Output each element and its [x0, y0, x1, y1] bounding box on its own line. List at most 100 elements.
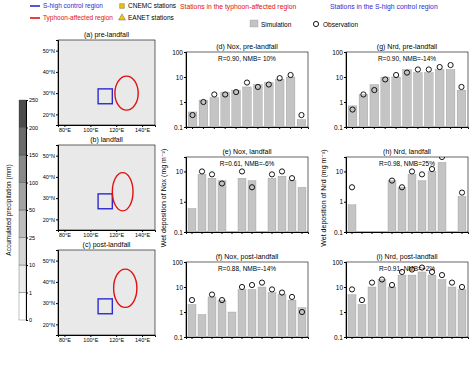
tick: 10 [176, 284, 186, 291]
tick-mark [202, 337, 203, 339]
tick [192, 127, 193, 129]
tick-mark [202, 232, 203, 234]
observation-point [350, 107, 355, 112]
tick-mark [344, 127, 346, 128]
region-ellipse [114, 269, 137, 307]
tick: 100°E [83, 335, 98, 343]
bar [188, 304, 196, 337]
tick-mark [26, 100, 28, 101]
tick [402, 232, 403, 234]
plot-area [348, 265, 466, 337]
panel-title: (i) Nrd, post-landfall [376, 253, 438, 261]
observation-point [255, 84, 260, 89]
tick: 80°E [59, 335, 71, 343]
tick-label: 20°N [43, 217, 55, 223]
bar [408, 275, 416, 337]
tick [262, 337, 263, 339]
tick-label: 10 [29, 262, 35, 268]
tick: 1 [339, 99, 346, 106]
tick-mark [412, 232, 413, 234]
tick-label: 200 [29, 125, 38, 131]
bar [238, 289, 246, 337]
observation-point [459, 284, 464, 289]
tick [242, 232, 243, 234]
tick-mark [344, 232, 346, 233]
observation-point [399, 185, 404, 190]
tick-label: 50°N [43, 48, 55, 54]
bar [418, 181, 426, 232]
tick-label: 1 [339, 99, 343, 106]
observation-point [409, 169, 414, 174]
tick [432, 337, 433, 339]
tick-mark [352, 232, 353, 234]
map-legend: S-high control regionTyphoon-affected re… [30, 2, 177, 22]
tick [422, 232, 423, 234]
x-axis [347, 232, 469, 234]
tick-label: 10 [176, 168, 184, 175]
y-axis: 0.1110100 [332, 259, 346, 341]
observation-point [269, 287, 274, 292]
tick-label: 25 [29, 235, 35, 241]
tick: 0 [26, 317, 32, 323]
plot-area [188, 72, 306, 127]
legend-marker [313, 21, 318, 26]
bar [359, 94, 368, 127]
tick-mark [292, 232, 293, 234]
legend-label: Simulation [261, 21, 292, 28]
bar [408, 174, 416, 232]
plot-area [188, 169, 306, 232]
tick-mark [302, 337, 303, 339]
tick: 0.1 [334, 124, 346, 131]
tick-mark [184, 232, 186, 233]
observation-point [266, 82, 271, 87]
panel-stats: R=0.98, NMB=25% [379, 160, 435, 167]
tick: 40°N [43, 174, 58, 180]
observation-point [389, 178, 394, 183]
y-axis: 0.1110100 [332, 49, 346, 131]
tick [396, 127, 397, 129]
plot-frame [346, 52, 468, 127]
tick-mark [192, 127, 193, 129]
tick-label: 1 [179, 99, 183, 106]
bar [254, 85, 263, 127]
tick-label: 10 [336, 168, 344, 175]
tick [352, 127, 353, 129]
tick-label: 30°N [43, 195, 55, 201]
tick-mark [56, 51, 58, 52]
colorbar: 01102550100150200250Accumulated precipit… [5, 97, 38, 323]
bar [298, 187, 306, 232]
tick-mark [232, 232, 233, 234]
tick: 20°N [43, 322, 58, 328]
observation-point [459, 190, 464, 195]
tick-label: 1 [29, 290, 32, 296]
panel-title: (c) post-landfall [83, 241, 131, 249]
x-axis [187, 337, 309, 339]
tick-mark [432, 232, 433, 234]
tick [292, 232, 293, 234]
region-ellipse [115, 76, 138, 110]
tick-label: 0.1 [174, 229, 183, 236]
tick [225, 127, 226, 129]
tick: 10 [176, 168, 186, 175]
tick-mark [452, 232, 453, 234]
observation-point [394, 72, 399, 77]
tick [282, 232, 283, 234]
map-background [58, 40, 155, 125]
tick-mark [344, 77, 346, 78]
tick [450, 127, 451, 129]
tick [462, 232, 463, 234]
observation-point [426, 67, 431, 72]
tick [412, 232, 413, 234]
tick: 1 [179, 99, 186, 106]
tick [412, 337, 413, 339]
tick-mark [252, 232, 253, 234]
tick-label: 50 [29, 207, 35, 213]
axis-line [347, 233, 469, 235]
bar [424, 73, 433, 127]
tick-mark [372, 232, 373, 234]
tick: 150 [26, 152, 38, 158]
axis-line [184, 263, 187, 338]
observation-point [379, 277, 384, 282]
observation-point [219, 181, 224, 186]
tick [385, 127, 386, 129]
